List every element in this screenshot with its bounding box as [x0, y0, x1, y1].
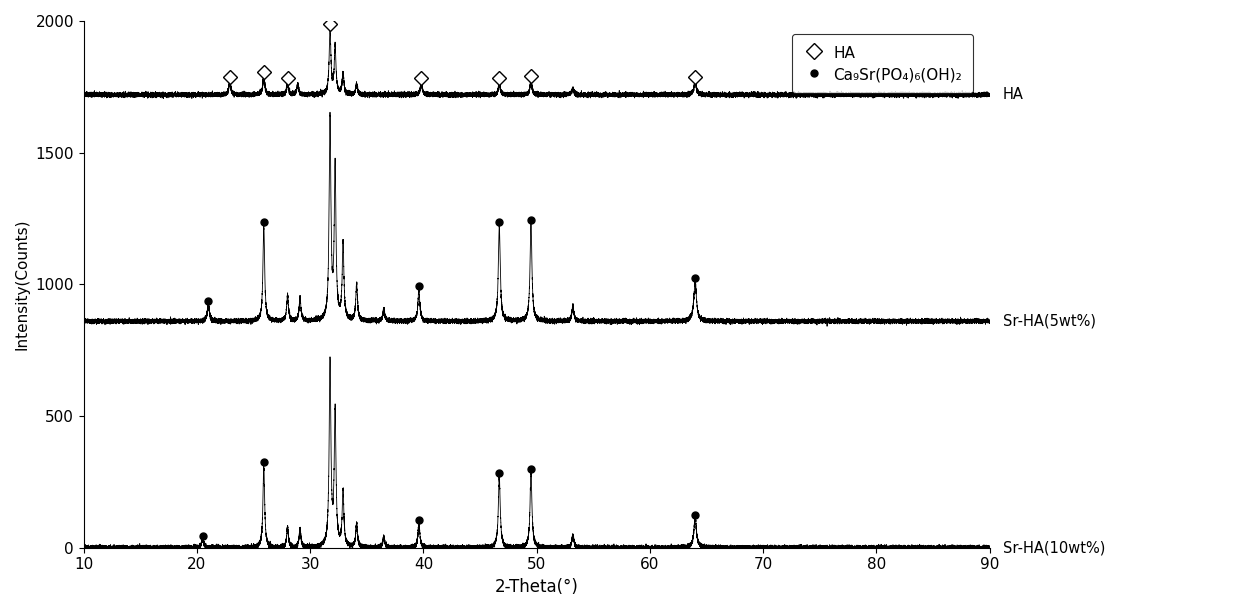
- Text: Sr-HA(5wt%): Sr-HA(5wt%): [1004, 313, 1097, 329]
- Legend: HA, Ca₉Sr(PO₄)₆(OH)₂: HA, Ca₉Sr(PO₄)₆(OH)₂: [792, 34, 973, 93]
- Text: HA: HA: [1004, 87, 1023, 102]
- Y-axis label: Intensity(Counts): Intensity(Counts): [15, 219, 30, 350]
- Text: Sr-HA(10wt%): Sr-HA(10wt%): [1004, 540, 1105, 555]
- X-axis label: 2-Theta(°): 2-Theta(°): [494, 578, 579, 596]
